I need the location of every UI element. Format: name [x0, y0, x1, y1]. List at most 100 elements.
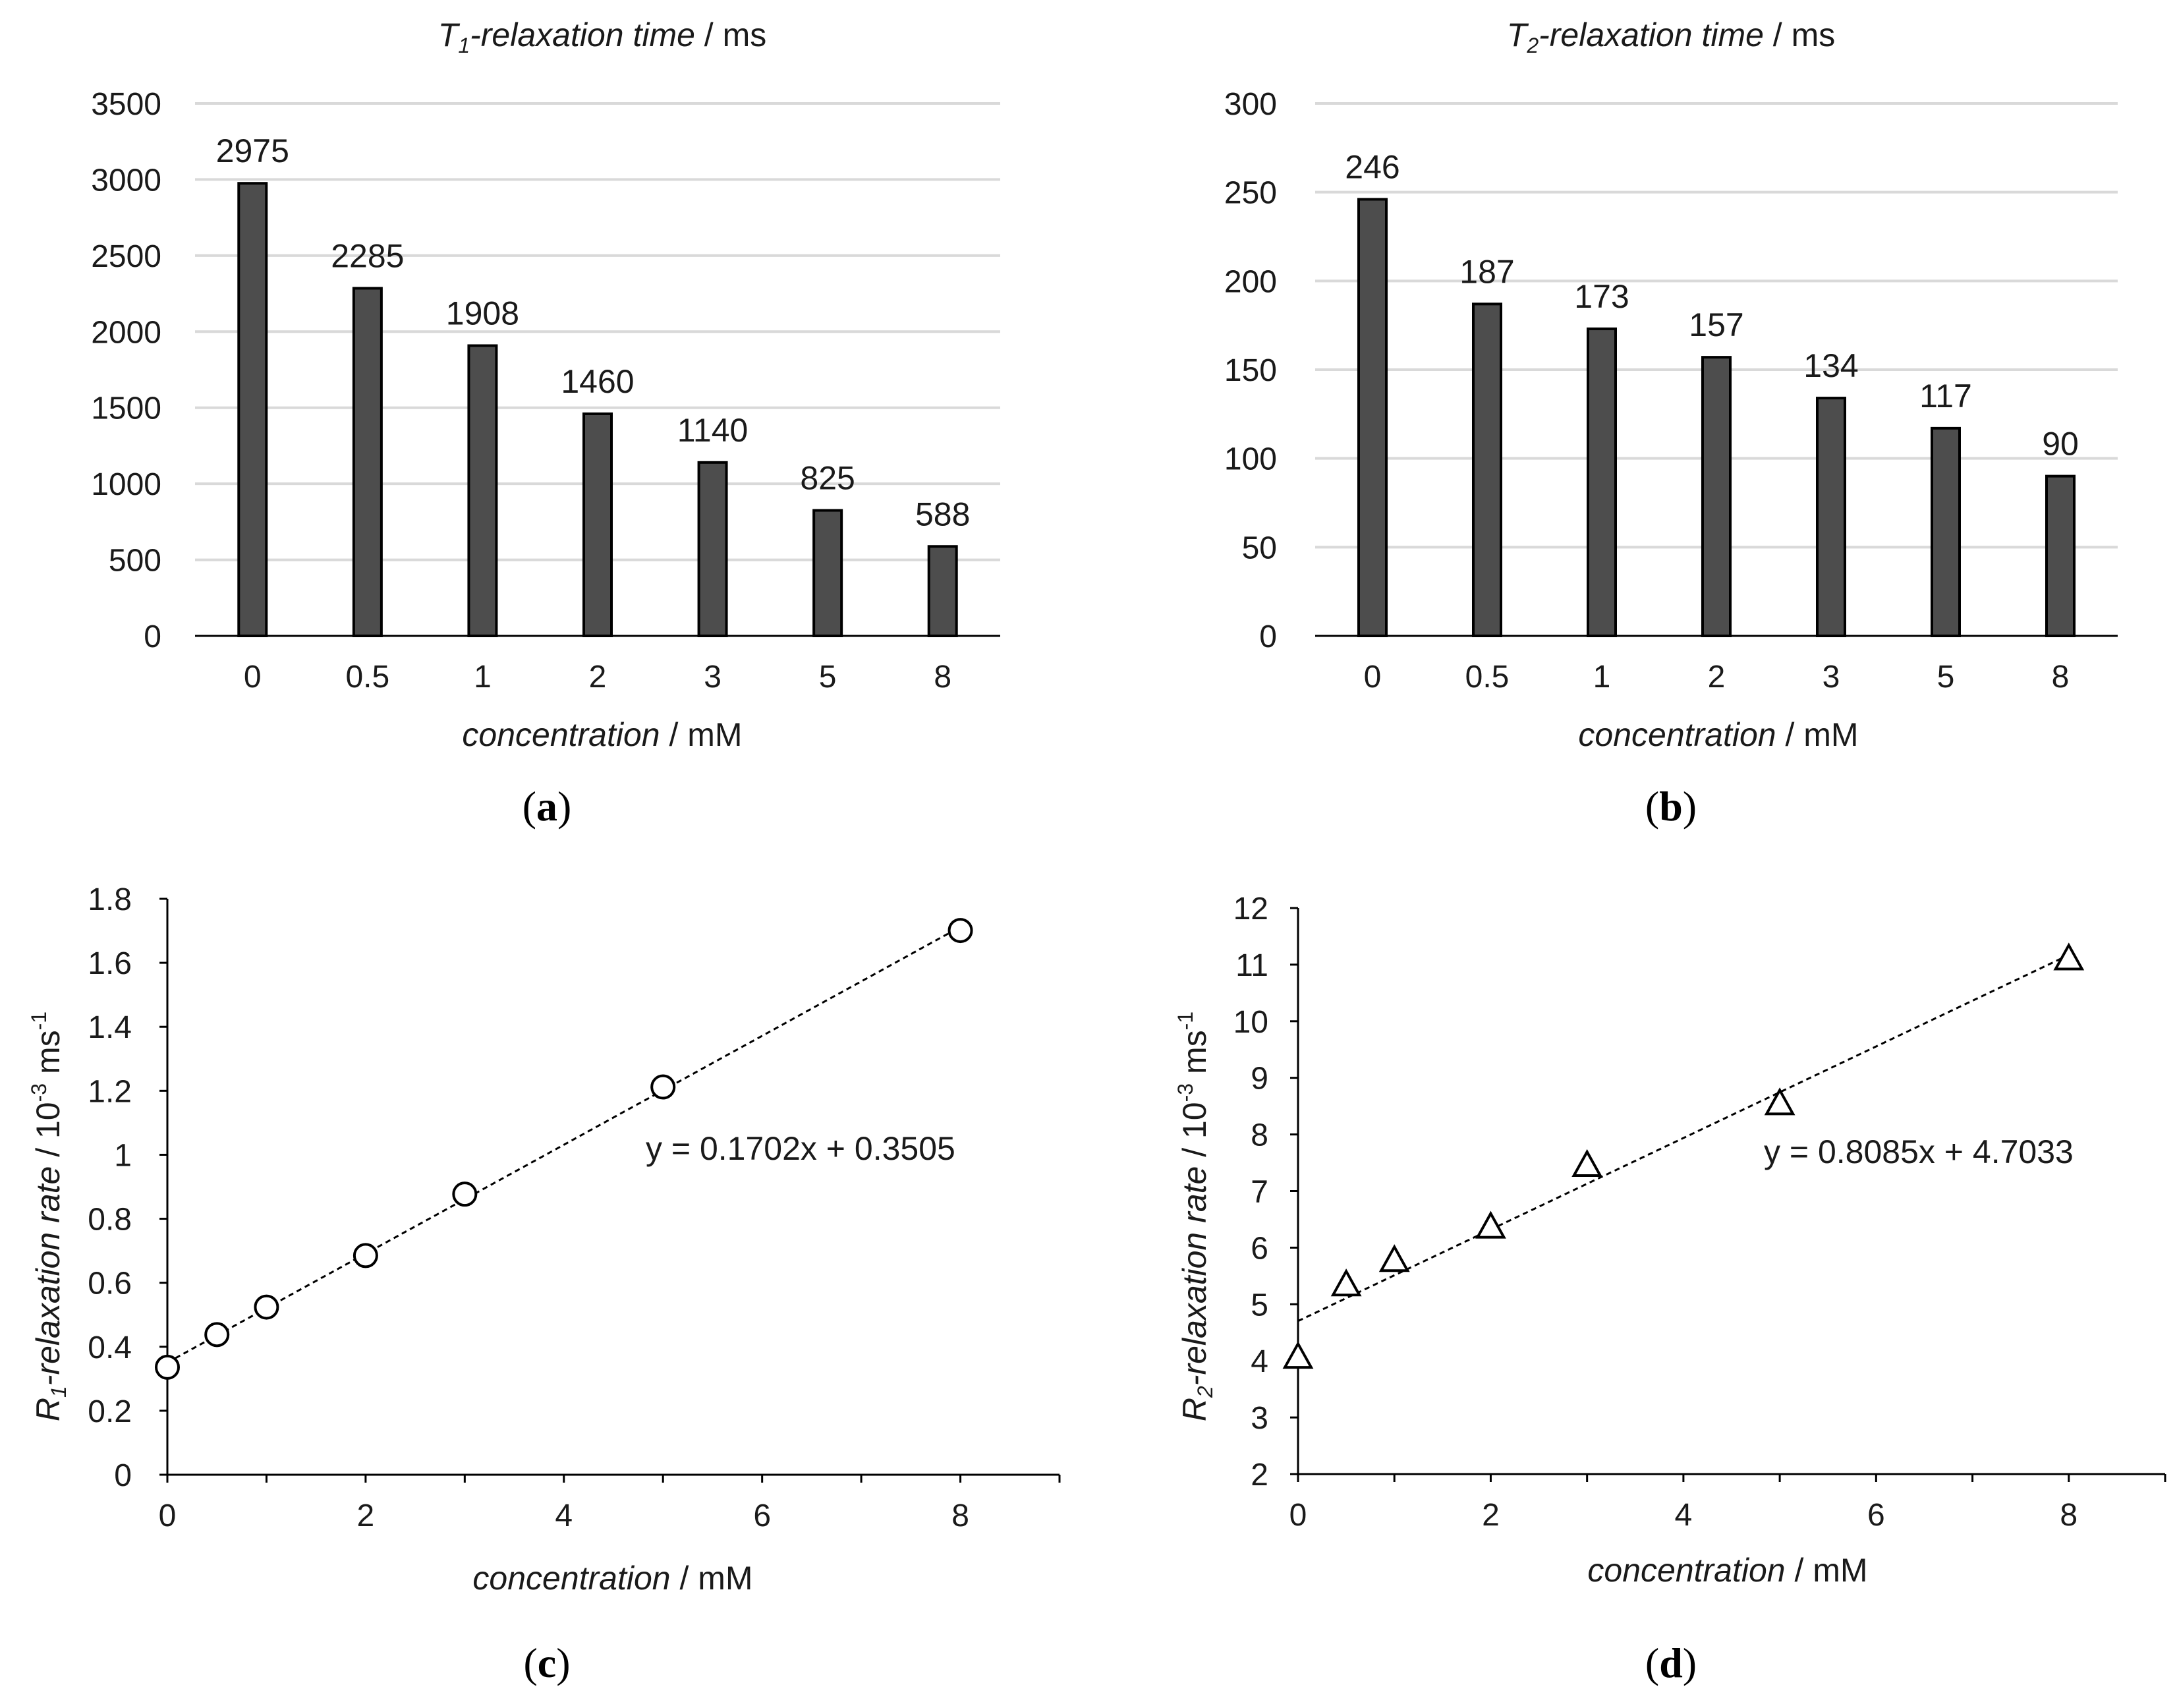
- d-data-point: [1378, 1244, 1410, 1272]
- panel-b-data-labels: 246 187 173 157 134 117 90: [1345, 148, 2079, 462]
- c-y-tick-label: 1.8: [88, 882, 132, 917]
- d-y-tick-label: 4: [1251, 1344, 1268, 1379]
- c-x-tick-label: 4: [555, 1498, 573, 1533]
- b-bar: [1357, 198, 1388, 637]
- a-bar: [812, 509, 843, 637]
- b-x-tick-label: 0.5: [1465, 660, 1510, 695]
- b-bar: [2045, 474, 2076, 637]
- b-bar-value-label: 117: [1919, 378, 1972, 414]
- a-bar: [352, 287, 383, 637]
- c-x-tick-label: 6: [753, 1498, 771, 1533]
- panel-a-y-tick-labels: 0 500 1000 1500 2000 2500 3000 3500: [91, 87, 161, 654]
- panel-a-caption: (a): [523, 783, 572, 830]
- d-x-tick-label: 4: [1675, 1498, 1693, 1533]
- d-y-tick-label: 7: [1251, 1175, 1268, 1210]
- b-bar: [1472, 302, 1502, 637]
- b-y-tick-label: 150: [1224, 353, 1277, 388]
- panel-d-y-axis-label: R2-relaxation rate / 10-3 ms-1: [1173, 1011, 1217, 1421]
- b-y-tick-label: 300: [1224, 87, 1277, 122]
- a-x-tick-label: 0: [244, 660, 262, 695]
- b-bar-value-label: 90: [2042, 426, 2079, 463]
- panel-d-caption: (d): [1645, 1639, 1697, 1686]
- a-x-tick-label: 5: [819, 660, 837, 695]
- a-bar: [467, 344, 498, 638]
- a-bar-value-label: 1140: [677, 412, 749, 449]
- d-y-tick-label: 12: [1233, 892, 1268, 926]
- b-x-tick-label: 2: [1708, 660, 1726, 695]
- a-bar: [237, 182, 268, 637]
- c-x-tick-label: 0: [159, 1498, 177, 1533]
- c-data-point: [353, 1243, 378, 1268]
- d-data-point: [1475, 1210, 1506, 1239]
- c-y-tick-label: 1: [114, 1138, 132, 1173]
- b-x-tick-label: 0: [1364, 660, 1382, 695]
- c-data-point: [947, 918, 973, 944]
- panel-b-x-tick-labels: 0 0.5 1 2 3 5 8: [1364, 660, 2070, 695]
- b-bar: [1701, 356, 1732, 637]
- a-bar-value-label: 825: [800, 460, 855, 497]
- b-x-tick-label: 3: [1823, 660, 1840, 695]
- panel-a-x-tick-labels: 0 0.5 1 2 3 5 8: [244, 660, 951, 695]
- panel-d-points: [1282, 942, 2085, 1369]
- c-data-point: [452, 1181, 478, 1207]
- a-x-tick-label: 8: [934, 660, 951, 695]
- a-bar-value-label: 1908: [446, 295, 519, 332]
- panel-c-points: [155, 918, 973, 1380]
- a-x-tick-label: 2: [589, 660, 607, 695]
- a-bar: [582, 412, 613, 637]
- a-x-tick-label: 3: [704, 660, 721, 695]
- a-bar-value-label: 588: [915, 496, 970, 532]
- a-y-tick-label: 3000: [91, 163, 161, 198]
- b-x-tick-label: 1: [1593, 660, 1611, 695]
- d-y-tick-label: 6: [1251, 1231, 1268, 1266]
- a-bar-value-label: 1460: [561, 363, 634, 400]
- b-y-tick-label: 0: [1259, 619, 1277, 654]
- c-x-tick-label: 2: [357, 1498, 375, 1533]
- panel-c-x-axis-label: concentration / mM: [472, 1560, 752, 1597]
- panel-d-x-axis-label: concentration / mM: [1587, 1552, 1867, 1589]
- b-y-tick-label: 250: [1224, 176, 1277, 211]
- a-bar: [927, 545, 958, 637]
- b-y-tick-label: 200: [1224, 264, 1277, 299]
- panel-a-data-labels: 2975 2285 1908 1460 1140 825 588: [216, 132, 971, 532]
- a-y-tick-label: 1500: [91, 391, 161, 426]
- b-bar-value-label: 187: [1459, 253, 1514, 290]
- d-y-tick-label: 8: [1251, 1118, 1268, 1153]
- d-y-tick-label: 9: [1251, 1062, 1268, 1096]
- b-bar: [1816, 397, 1846, 637]
- d-x-tick-label: 8: [2060, 1498, 2078, 1533]
- panel-a-title: T1-relaxation time / ms: [438, 16, 766, 57]
- d-trendline: [1297, 954, 2070, 1323]
- b-bar-value-label: 173: [1574, 278, 1629, 315]
- d-x-tick-label: 2: [1482, 1498, 1500, 1533]
- panel-d-x-tick-labels: 0 2 4 6 8: [1289, 1498, 2078, 1533]
- panel-b-title: T2-relaxation time / ms: [1507, 16, 1835, 57]
- panel-b-y-tick-labels: 0 50 100 150 200 250 300: [1224, 87, 1277, 654]
- panel-c-y-axis-label: R1-relaxation rate / 10-3 ms-1: [27, 1011, 71, 1421]
- b-x-tick-label: 8: [2052, 660, 2070, 695]
- d-data-point: [1282, 1341, 1314, 1369]
- a-y-tick-label: 500: [109, 544, 161, 579]
- panel-c-trendline-group: [167, 926, 961, 1364]
- d-data-point: [1571, 1149, 1603, 1177]
- panel-d-equation: y = 0.8085x + 4.7033: [1764, 1133, 2074, 1170]
- b-bar-value-label: 157: [1689, 306, 1743, 343]
- a-y-tick-label: 2000: [91, 315, 161, 350]
- panel-c-equation: y = 0.1702x + 0.3505: [646, 1130, 955, 1167]
- panel-d-y-tick-labels: 2 3 4 5 6 7 8 9 10 11 12: [1233, 892, 1268, 1493]
- c-y-tick-label: 1.2: [88, 1074, 132, 1109]
- c-y-tick-label: 1.6: [88, 946, 132, 981]
- c-y-tick-label: 1.4: [88, 1010, 132, 1045]
- a-y-tick-label: 3500: [91, 87, 161, 122]
- b-y-tick-label: 50: [1242, 530, 1277, 565]
- b-bar: [1587, 327, 1617, 637]
- panel-b-x-axis-label: concentration / mM: [1578, 716, 1858, 753]
- panel-a: T1-relaxation time / ms 0 500 1000 1500 2000…: [91, 16, 1000, 830]
- panel-c-y-tick-labels: 0 0.2 0.4 0.6 0.8 1 1.2 1.4 1.6 1.8: [88, 882, 132, 1493]
- panel-b-bars: [1357, 198, 2076, 637]
- d-x-tick-label: 0: [1289, 1498, 1307, 1533]
- d-y-tick-label: 3: [1251, 1401, 1268, 1436]
- c-x-tick-label: 8: [951, 1498, 969, 1533]
- b-bar: [1931, 426, 1961, 637]
